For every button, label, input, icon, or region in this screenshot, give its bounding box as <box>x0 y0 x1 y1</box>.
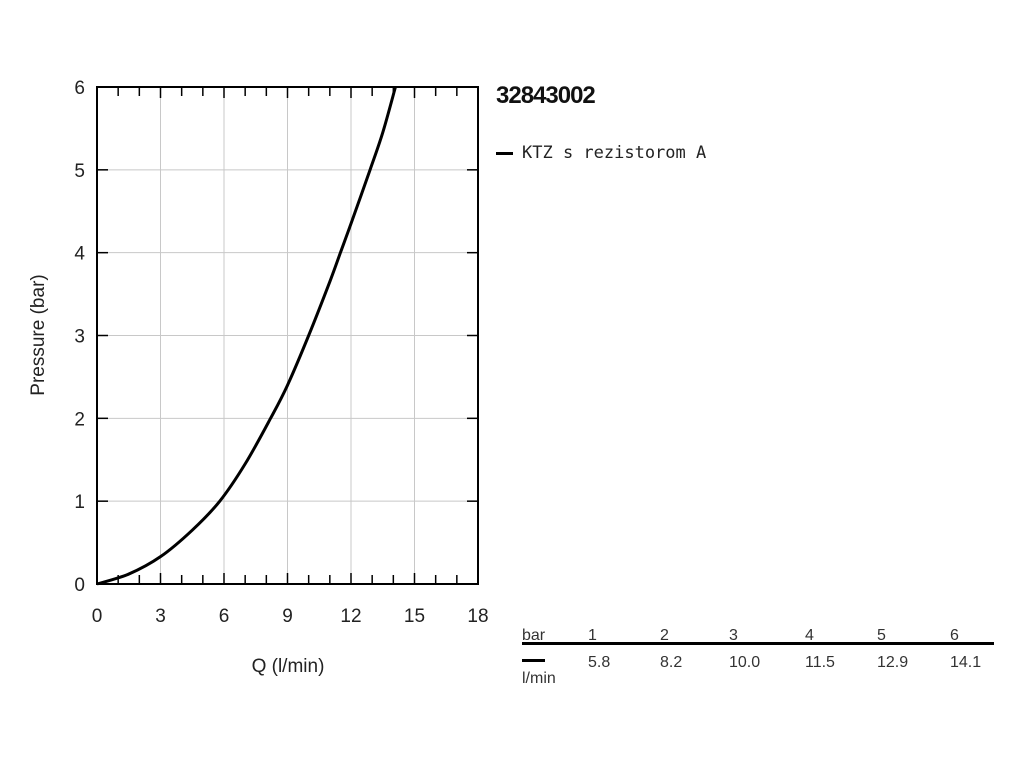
y-tick-label: 2 <box>74 409 85 430</box>
x-tick-labels: 0 3 6 9 12 15 18 <box>92 606 489 627</box>
y-tick-label: 5 <box>74 161 85 182</box>
chart-grid <box>97 87 478 584</box>
legend-label: KTZ s rezistorom A <box>522 143 707 163</box>
y-tick-label: 6 <box>74 78 85 99</box>
x-tick-label: 15 <box>404 606 425 627</box>
x-axis-label: Q (l/min) <box>252 656 325 677</box>
x-tick-label: 9 <box>282 606 293 627</box>
product-code-title: 32843002 <box>496 82 596 109</box>
legend-swatch <box>496 151 513 155</box>
y-axis-label: Pressure (bar) <box>28 274 49 395</box>
x-tick-label: 12 <box>340 606 361 627</box>
x-tick-label: 18 <box>467 606 488 627</box>
y-tick-labels: 0 1 2 3 4 5 6 <box>74 78 85 596</box>
y-tick-label: 3 <box>74 327 85 348</box>
plot-area-frame <box>96 86 479 585</box>
x-tick-label: 3 <box>155 606 166 627</box>
y-tick-label: 0 <box>74 575 85 596</box>
x-tick-label: 0 <box>92 606 103 627</box>
legend: KTZ s rezistorom A <box>496 143 706 163</box>
y-tick-label: 1 <box>74 492 85 513</box>
x-tick-label: 6 <box>219 606 230 627</box>
y-tick-label: 4 <box>74 244 85 265</box>
series-line-ktz <box>96 86 397 586</box>
